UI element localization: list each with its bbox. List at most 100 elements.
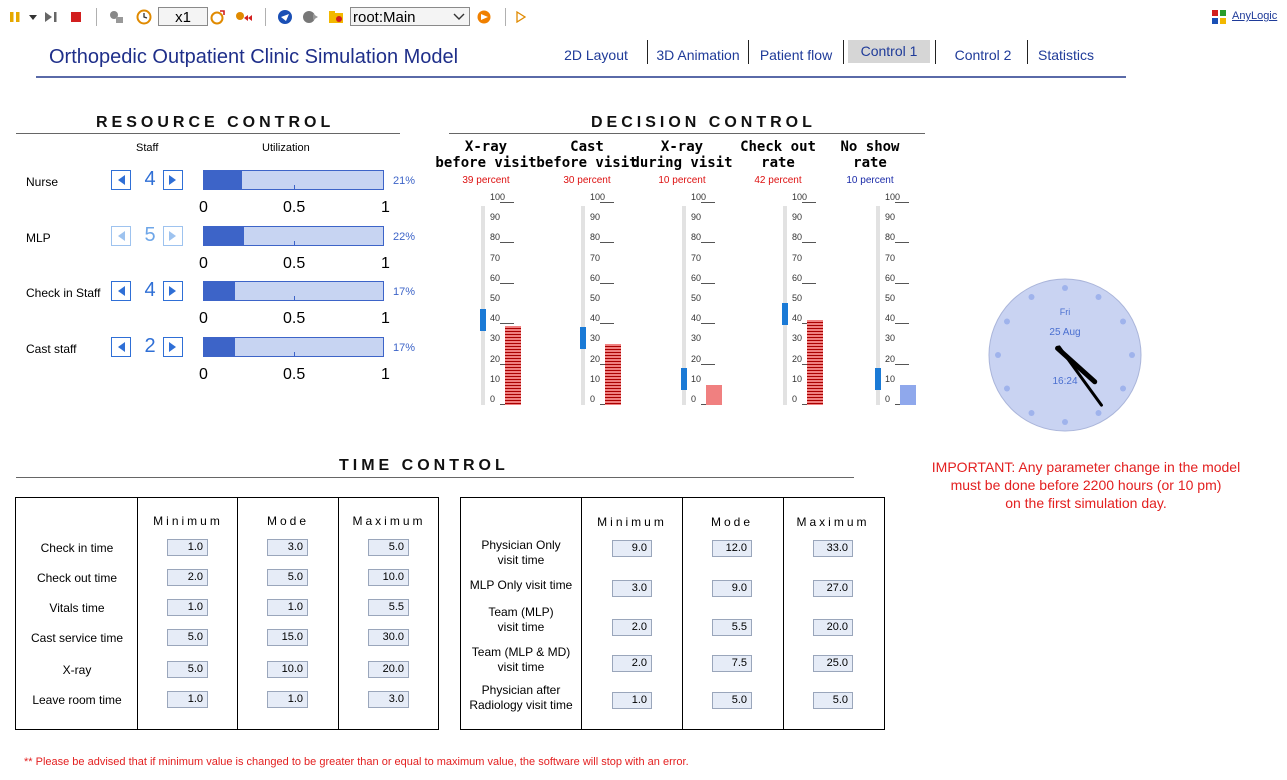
scale-label: 80 [691,232,702,242]
tab-statistics[interactable]: Statistics [1037,47,1094,63]
slider-handle[interactable] [681,368,687,390]
realtime-icon[interactable] [107,9,125,25]
time-mode-input[interactable]: 15.0 [267,629,308,646]
pause-icon[interactable] [7,9,23,25]
time-mode-input[interactable]: 5.0 [712,692,752,709]
tab-divider [647,40,648,64]
hour-marker [1028,293,1035,300]
tab-control-1[interactable]: Control 1 [848,40,930,63]
slider-handle[interactable] [782,303,788,325]
time-min-input[interactable]: 1.0 [167,599,208,616]
time-max-input[interactable]: 30.0 [368,629,409,646]
scale-label: 90 [885,212,896,222]
time-max-input[interactable]: 20.0 [368,661,409,678]
play-icon[interactable] [514,9,528,25]
run-fast-icon[interactable] [234,9,254,25]
decrease-button[interactable] [111,337,131,357]
folder-icon[interactable] [327,9,345,25]
scale-tick [701,283,715,284]
scale-tick [600,202,614,203]
slider-track[interactable] [481,206,485,405]
time-row-label: Team (MLP) visit time [461,605,581,635]
slider-handle[interactable] [875,368,881,390]
slider-track[interactable] [581,206,585,405]
time-row-label: Team (MLP & MD) visit time [461,645,581,675]
time-max-input[interactable]: 5.0 [813,692,853,709]
time-mode-input[interactable]: 12.0 [712,540,752,557]
tab-divider [1027,40,1028,64]
time-max-input[interactable]: 25.0 [813,655,853,672]
time-max-input[interactable]: 3.0 [368,691,409,708]
scale-label: 100 [885,192,901,202]
decision-percent: 42 percent [754,175,802,186]
time-mode-input[interactable]: 1.0 [267,691,308,708]
time-mode-input[interactable]: 3.0 [267,539,308,556]
step-icon[interactable] [43,9,61,25]
navigate-icon[interactable] [276,9,294,25]
time-max-input[interactable]: 20.0 [813,619,853,636]
tab-patient-flow[interactable]: Patient flow [759,47,833,63]
utilization-fill [204,338,235,356]
slider-handle[interactable] [580,327,586,349]
time-column-header: Maximum [796,515,870,529]
time-min-input[interactable]: 3.0 [612,580,652,597]
tab-3d-animation[interactable]: 3D Animation [656,47,740,63]
time-mode-input[interactable]: 1.0 [267,599,308,616]
important-notice: IMPORTANT: Any parameter change in the m… [920,458,1252,512]
time-min-input[interactable]: 2.0 [612,619,652,636]
decrease-button[interactable] [111,226,131,246]
time-min-input[interactable]: 1.0 [612,692,652,709]
hour-marker [1095,410,1102,417]
time-max-input[interactable]: 33.0 [813,540,853,557]
scale-label: 50 [490,293,501,303]
time-max-input[interactable]: 10.0 [368,569,409,586]
time-mode-input[interactable]: 7.5 [712,655,752,672]
slider-track[interactable] [682,206,686,405]
time-row-label-line2: visit time [497,660,545,674]
time-max-input[interactable]: 5.0 [368,539,409,556]
navigate-to-icon[interactable] [474,9,494,25]
time-min-input[interactable]: 2.0 [167,569,208,586]
speed-up-icon[interactable] [209,9,227,25]
decrease-button[interactable] [111,281,131,301]
scale-label: 100 [490,192,506,202]
time-min-input[interactable]: 5.0 [167,629,208,646]
time-min-input[interactable]: 5.0 [167,661,208,678]
time-min-input[interactable]: 1.0 [167,539,208,556]
time-min-input[interactable]: 9.0 [612,540,652,557]
tab-2d-layout[interactable]: 2D Layout [564,47,628,63]
increase-button[interactable] [163,337,183,357]
view-select[interactable]: root:Main [350,7,470,26]
scale-label: 10 [590,374,601,384]
scale-label: 0 [691,394,697,404]
time-min-input[interactable]: 1.0 [167,691,208,708]
time-mode-input[interactable]: 5.5 [712,619,752,636]
time-min-input[interactable]: 2.0 [612,655,652,672]
scale-tick [500,242,514,243]
time-mode-input[interactable]: 10.0 [267,661,308,678]
scale-label: 0.5 [283,255,306,272]
speed-field[interactable]: x1 [158,7,208,26]
anylogic-link[interactable]: AnyLogic [1232,10,1278,22]
scale-tick [895,364,909,365]
chevron-down-icon[interactable] [27,9,39,25]
time-mode-input[interactable]: 9.0 [712,580,752,597]
time-row-label: MLP Only visit time [461,578,581,593]
time-max-input[interactable]: 5.5 [368,599,409,616]
time-column-header: Mode [710,515,754,529]
stop-icon[interactable] [68,9,84,25]
scale-label: 90 [792,212,803,222]
camera-icon[interactable] [301,9,319,25]
increase-button[interactable] [163,226,183,246]
time-mode-input[interactable]: 5.0 [267,569,308,586]
decrease-button[interactable] [111,170,131,190]
slider-handle[interactable] [480,309,486,331]
time-row-label: Cast service time [30,631,124,645]
slider-track[interactable] [876,206,880,405]
increase-button[interactable] [163,281,183,301]
utilization-bar [203,170,384,190]
time-max-input[interactable]: 27.0 [813,580,853,597]
clock-speed-icon[interactable] [135,9,153,25]
tab-control-2[interactable]: Control 2 [954,47,1012,63]
increase-button[interactable] [163,170,183,190]
